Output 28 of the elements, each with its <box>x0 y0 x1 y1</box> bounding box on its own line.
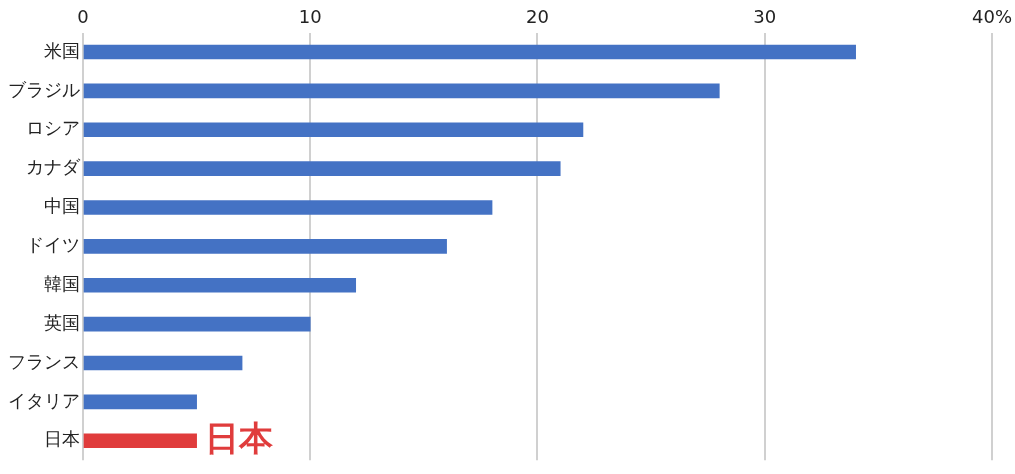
y-tick-label: イタリア <box>8 389 80 411</box>
y-tick-label: カナダ <box>26 156 81 178</box>
y-tick-label: 韓国 <box>44 272 80 294</box>
y-tick-label: フランス <box>8 350 80 372</box>
bar <box>83 316 311 332</box>
y-tick-label: 中国 <box>44 195 80 217</box>
y-tick-label: 米国 <box>44 39 80 61</box>
x-tick-label: 0 <box>77 6 89 28</box>
y-tick-label: 日本 <box>44 428 80 450</box>
x-tick-label: 40% <box>971 6 1012 28</box>
bar <box>83 355 243 371</box>
bar <box>83 44 856 60</box>
bar <box>83 394 197 410</box>
bar <box>83 161 561 176</box>
y-tick-label: ドイツ <box>26 234 80 256</box>
bar <box>83 83 720 99</box>
y-tick-label: ロシア <box>26 117 80 139</box>
bar <box>83 200 493 215</box>
bar <box>83 277 357 293</box>
y-tick-label: 英国 <box>44 311 80 333</box>
x-tick-label: 30 <box>753 6 777 28</box>
bar <box>83 433 197 449</box>
bar <box>83 122 584 138</box>
y-tick-label: ブラジル <box>8 78 80 100</box>
x-tick-label: 10 <box>298 6 322 28</box>
annotation: 日本 <box>204 417 274 458</box>
x-tick-label: 20 <box>526 6 549 28</box>
bar <box>83 239 447 254</box>
